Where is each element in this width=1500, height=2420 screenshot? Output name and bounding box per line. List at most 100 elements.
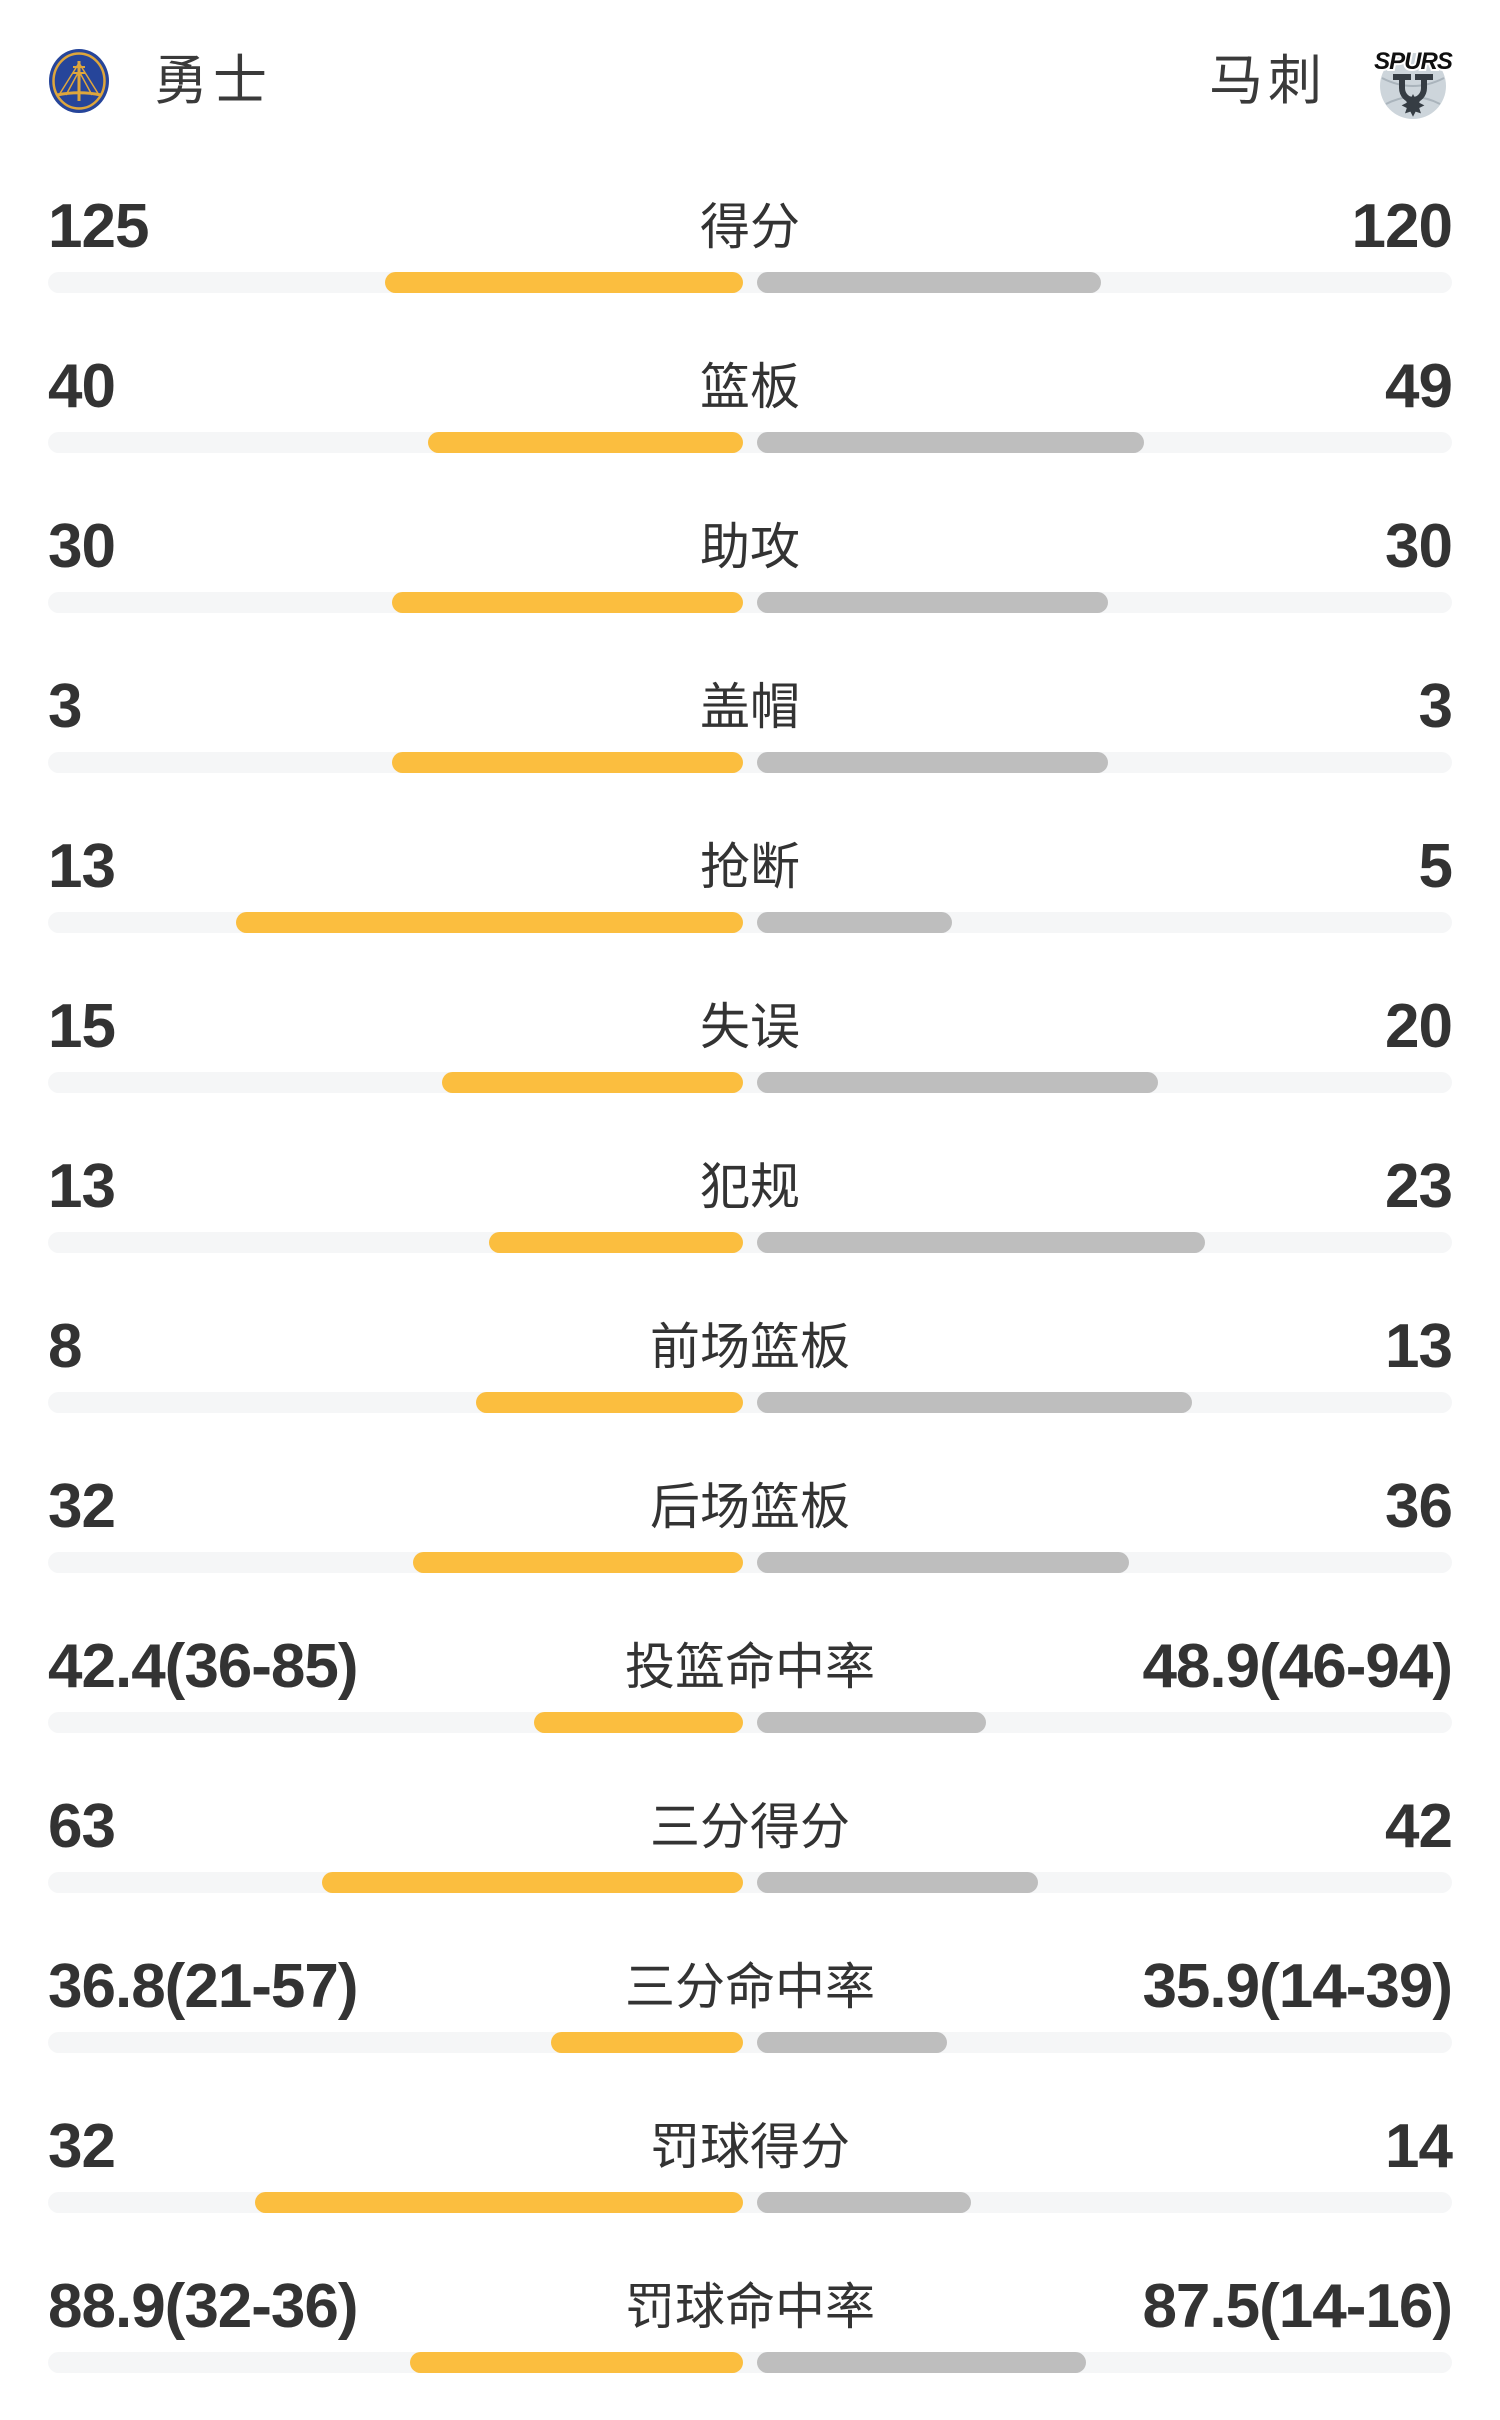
home-bar bbox=[392, 592, 743, 613]
teams-header: 勇士 马刺 SPURS bbox=[0, 0, 1500, 180]
stat-label: 盖帽 bbox=[700, 679, 800, 735]
away-value: 35.9(14-39) bbox=[1142, 1952, 1453, 2021]
away-bar bbox=[757, 1072, 1159, 1093]
stat-label: 抢断 bbox=[700, 839, 800, 895]
bar-track bbox=[48, 1872, 1452, 1893]
home-value: 125 bbox=[48, 192, 149, 261]
stat-values-line: 32 后场篮板 36 bbox=[48, 1472, 1453, 1541]
home-value: 40 bbox=[48, 352, 116, 421]
stat-values-line: 32 罚球得分 14 bbox=[48, 2112, 1453, 2181]
bar-track bbox=[48, 2032, 1452, 2053]
away-value: 3 bbox=[1418, 672, 1453, 741]
stat-values-line: 88.9(32-36) 罚球命中率 87.5(14-16) bbox=[48, 2272, 1453, 2341]
home-bar bbox=[550, 2032, 743, 2053]
home-bar bbox=[254, 2192, 743, 2213]
away-bar bbox=[757, 1872, 1038, 1893]
stat-values-line: 13 抢断 5 bbox=[48, 832, 1453, 901]
home-bar bbox=[412, 1552, 743, 1573]
bar-track bbox=[48, 752, 1452, 773]
warriors-logo-icon bbox=[49, 49, 109, 113]
home-bar bbox=[427, 432, 743, 453]
home-value: 13 bbox=[48, 1152, 116, 1221]
home-value: 63 bbox=[48, 1792, 116, 1861]
home-value: 88.9(32-36) bbox=[48, 2272, 359, 2341]
home-bar bbox=[236, 912, 743, 933]
stat-label: 罚球得分 bbox=[650, 2119, 850, 2175]
away-bar bbox=[757, 2352, 1086, 2373]
bar-track bbox=[48, 1552, 1452, 1573]
stat-values-line: 8 前场篮板 13 bbox=[48, 1312, 1453, 1381]
home-bar bbox=[410, 2352, 743, 2373]
stat-row: 32 罚球得分 14 bbox=[0, 2100, 1500, 2260]
away-bar bbox=[757, 912, 952, 933]
away-team-name: 马刺 bbox=[1209, 51, 1327, 111]
stat-values-line: 63 三分得分 42 bbox=[48, 1792, 1453, 1861]
stat-row: 13 抢断 5 bbox=[0, 820, 1500, 980]
away-bar bbox=[757, 272, 1101, 293]
spurs-logo-icon: SPURS bbox=[1372, 46, 1455, 119]
away-bar bbox=[757, 432, 1144, 453]
home-value: 13 bbox=[48, 832, 116, 901]
stat-values-line: 30 助攻 30 bbox=[48, 512, 1453, 581]
home-bar bbox=[384, 272, 743, 293]
bar-track bbox=[48, 1072, 1452, 1093]
away-value: 87.5(14-16) bbox=[1142, 2272, 1453, 2341]
home-value: 32 bbox=[48, 2112, 116, 2181]
away-value: 14 bbox=[1385, 2112, 1453, 2181]
stat-label: 犯规 bbox=[700, 1159, 800, 1215]
away-bar bbox=[757, 1232, 1206, 1253]
stat-row: 13 犯规 23 bbox=[0, 1140, 1500, 1300]
away-value: 36 bbox=[1385, 1472, 1453, 1541]
home-bar bbox=[533, 1712, 743, 1733]
home-bar bbox=[489, 1232, 743, 1253]
stat-row: 40 篮板 49 bbox=[0, 340, 1500, 500]
home-value: 42.4(36-85) bbox=[48, 1632, 359, 1701]
home-bar bbox=[475, 1392, 743, 1413]
stat-label: 罚球命中率 bbox=[625, 2279, 875, 2335]
stat-row: 63 三分得分 42 bbox=[0, 1780, 1500, 1940]
away-bar bbox=[757, 1392, 1192, 1413]
stat-row: 88.9(32-36) 罚球命中率 87.5(14-16) bbox=[0, 2260, 1500, 2420]
bar-track bbox=[48, 912, 1452, 933]
away-team-header[interactable]: 马刺 SPURS bbox=[1209, 42, 1455, 120]
stat-row: 42.4(36-85) 投篮命中率 48.9(46-94) bbox=[0, 1620, 1500, 1780]
home-value: 30 bbox=[48, 512, 116, 581]
home-value: 3 bbox=[48, 672, 82, 741]
stat-label: 得分 bbox=[700, 199, 800, 255]
stat-row: 32 后场篮板 36 bbox=[0, 1460, 1500, 1620]
stat-row: 3 盖帽 3 bbox=[0, 660, 1500, 820]
away-value: 30 bbox=[1385, 512, 1453, 581]
away-bar bbox=[757, 2032, 947, 2053]
away-value: 42 bbox=[1385, 1792, 1453, 1861]
spurs-logo-text: SPURS bbox=[1374, 48, 1453, 75]
stats-list: 125 得分 120 40 篮板 49 30 助攻 bbox=[0, 180, 1500, 2420]
home-value: 8 bbox=[48, 1312, 82, 1381]
stat-row: 36.8(21-57) 三分命中率 35.9(14-39) bbox=[0, 1940, 1500, 2100]
stat-label: 三分命中率 bbox=[625, 1959, 875, 2015]
away-value: 13 bbox=[1385, 1312, 1453, 1381]
away-value: 20 bbox=[1385, 992, 1453, 1061]
bar-track bbox=[48, 2352, 1452, 2373]
home-value: 36.8(21-57) bbox=[48, 1952, 359, 2021]
stat-label: 前场篮板 bbox=[650, 1319, 850, 1375]
bar-track bbox=[48, 432, 1452, 453]
bar-track bbox=[48, 1712, 1452, 1733]
bar-track bbox=[48, 272, 1452, 293]
stat-values-line: 13 犯规 23 bbox=[48, 1152, 1453, 1221]
away-value: 5 bbox=[1418, 832, 1453, 901]
home-bar bbox=[392, 752, 743, 773]
stat-values-line: 15 失误 20 bbox=[48, 992, 1453, 1061]
bar-track bbox=[48, 1392, 1452, 1413]
away-value: 48.9(46-94) bbox=[1142, 1632, 1453, 1701]
away-bar bbox=[757, 1712, 986, 1733]
away-bar bbox=[757, 752, 1108, 773]
stat-label: 三分得分 bbox=[650, 1799, 850, 1855]
stat-values-line: 125 得分 120 bbox=[48, 192, 1453, 261]
home-bar bbox=[442, 1072, 743, 1093]
home-value: 15 bbox=[48, 992, 116, 1061]
stat-row: 15 失误 20 bbox=[0, 980, 1500, 1140]
stat-values-line: 40 篮板 49 bbox=[48, 352, 1453, 421]
stat-label: 失误 bbox=[700, 999, 800, 1055]
bar-track bbox=[48, 2192, 1452, 2213]
home-team-header[interactable]: 勇士 bbox=[48, 48, 272, 114]
